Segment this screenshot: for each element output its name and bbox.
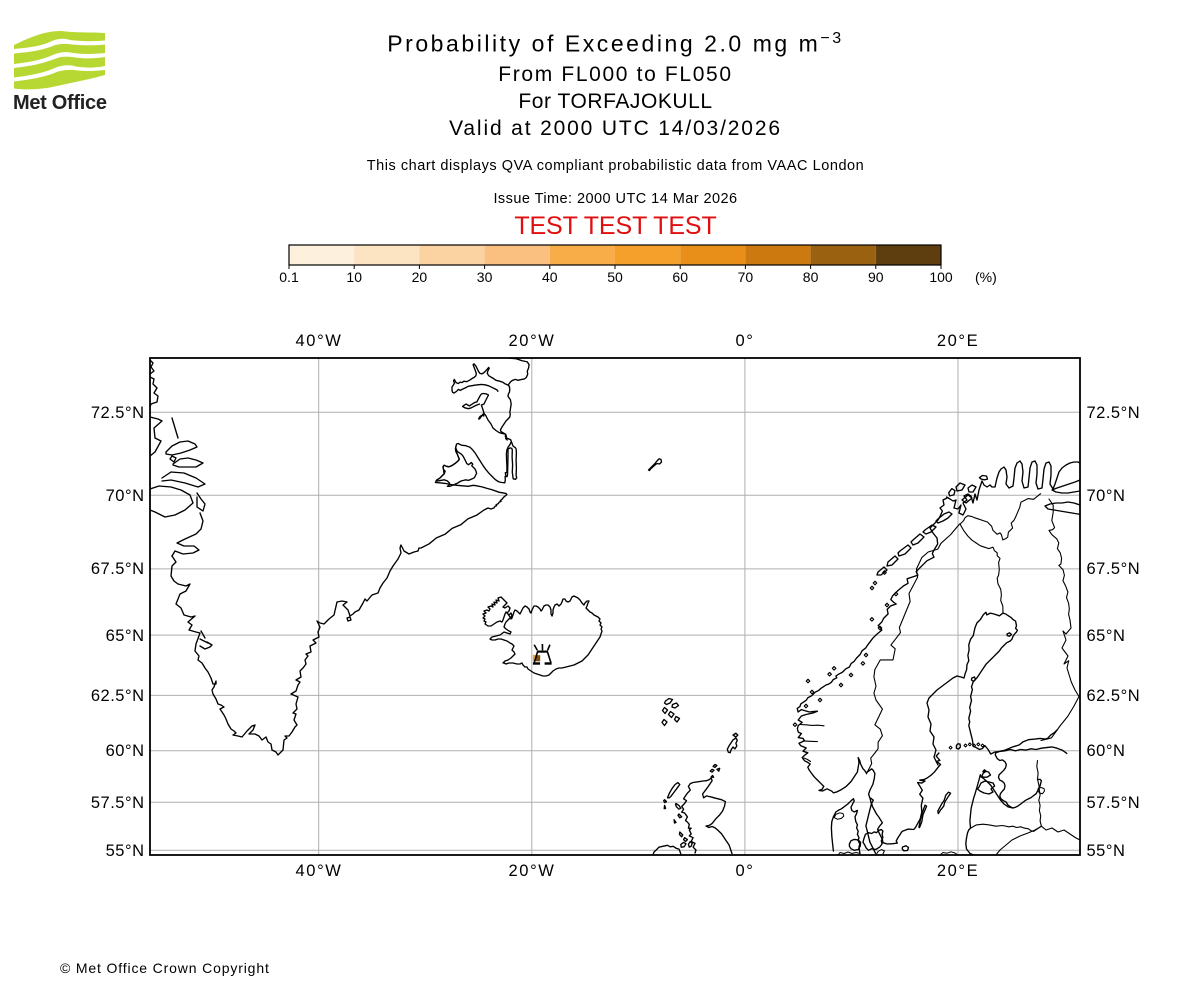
svg-text:100: 100: [929, 269, 953, 285]
svg-text:72.5°N: 72.5°N: [91, 404, 145, 422]
svg-text:70°N: 70°N: [1087, 487, 1126, 505]
svg-text:55°N: 55°N: [106, 842, 145, 860]
svg-text:80: 80: [803, 269, 819, 285]
svg-text:20°E: 20°E: [937, 332, 979, 350]
svg-text:70: 70: [738, 269, 754, 285]
svg-text:50: 50: [607, 269, 623, 285]
svg-text:67.5°N: 67.5°N: [1087, 560, 1141, 578]
svg-text:20°E: 20°E: [937, 862, 979, 880]
svg-text:(%): (%): [975, 269, 997, 285]
svg-text:40°W: 40°W: [296, 862, 343, 880]
svg-text:40: 40: [542, 269, 558, 285]
svg-text:20: 20: [412, 269, 428, 285]
svg-text:62.5°N: 62.5°N: [1087, 687, 1141, 705]
svg-text:72.5°N: 72.5°N: [1087, 404, 1141, 422]
svg-text:20°W: 20°W: [509, 332, 556, 350]
svg-text:65°N: 65°N: [106, 627, 145, 645]
svg-text:57.5°N: 57.5°N: [91, 794, 145, 812]
svg-text:60°N: 60°N: [1087, 742, 1126, 760]
svg-text:65°N: 65°N: [1087, 627, 1126, 645]
svg-text:60°N: 60°N: [106, 742, 145, 760]
svg-text:55°N: 55°N: [1087, 842, 1126, 860]
svg-text:10: 10: [346, 269, 362, 285]
svg-text:40°W: 40°W: [296, 332, 343, 350]
svg-text:0.1: 0.1: [279, 269, 299, 285]
svg-text:20°W: 20°W: [509, 862, 556, 880]
svg-text:Met Office: Met Office: [13, 92, 107, 114]
svg-text:62.5°N: 62.5°N: [91, 687, 145, 705]
svg-text:60: 60: [672, 269, 688, 285]
svg-text:57.5°N: 57.5°N: [1087, 794, 1141, 812]
svg-text:90: 90: [868, 269, 884, 285]
svg-text:0°: 0°: [736, 332, 755, 350]
svg-text:70°N: 70°N: [106, 487, 145, 505]
svg-text:67.5°N: 67.5°N: [91, 560, 145, 578]
svg-text:0°: 0°: [736, 862, 755, 880]
svg-text:30: 30: [477, 269, 493, 285]
